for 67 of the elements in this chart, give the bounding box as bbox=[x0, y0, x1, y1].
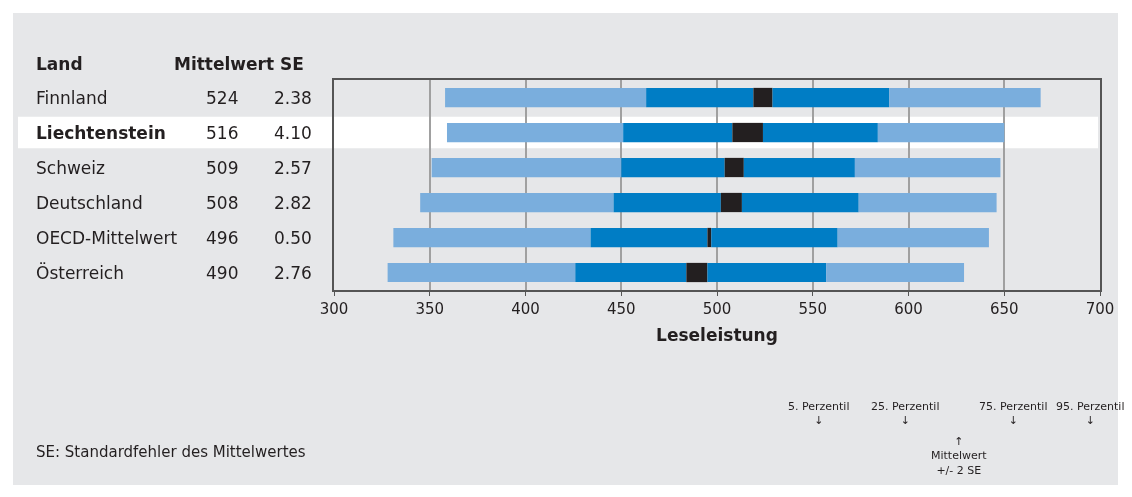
x-tick-label: 300 bbox=[319, 300, 349, 318]
bar bbox=[772, 87, 890, 108]
bar bbox=[732, 122, 763, 143]
bar bbox=[621, 157, 725, 178]
text: ↑ Mittelwert +/- 2 SE bbox=[931, 435, 988, 477]
x-tick-label: 650 bbox=[989, 300, 1019, 318]
bar bbox=[741, 192, 859, 213]
bar bbox=[420, 192, 614, 213]
text: 2.82 bbox=[274, 193, 312, 213]
text: Land bbox=[36, 54, 83, 74]
y-tick-label: OECD-Mittelwert bbox=[36, 228, 178, 248]
bar bbox=[724, 157, 744, 178]
bar bbox=[590, 227, 708, 248]
x-tick-label: 550 bbox=[798, 300, 828, 318]
bar bbox=[446, 122, 624, 143]
bar bbox=[753, 87, 773, 108]
text: 95. Perzentil ↓ bbox=[1056, 400, 1125, 428]
text: 2.76 bbox=[274, 263, 312, 283]
bar bbox=[646, 87, 754, 108]
bar bbox=[686, 262, 708, 283]
text: 5. Perzentil ↓ bbox=[788, 400, 850, 428]
bar bbox=[762, 122, 878, 143]
y-tick-label: Deutschland bbox=[36, 193, 143, 213]
text: 75. Perzentil ↓ bbox=[979, 400, 1048, 428]
bar bbox=[431, 157, 622, 178]
bar bbox=[854, 157, 1001, 178]
bar bbox=[445, 87, 647, 108]
text: SE: Standardfehler des Mittelwertes bbox=[36, 443, 306, 461]
bar bbox=[889, 87, 1041, 108]
y-tick-label: Finnland bbox=[36, 88, 108, 108]
y-tick-label: Liechtenstein bbox=[36, 123, 166, 143]
x-tick-label: 700 bbox=[1085, 300, 1115, 318]
bar bbox=[613, 192, 721, 213]
text: 25. Perzentil ↓ bbox=[871, 400, 940, 428]
text: 2.38 bbox=[274, 88, 312, 108]
bar bbox=[720, 192, 742, 213]
x-tick-label: 450 bbox=[606, 300, 636, 318]
y-tick-label: Schweiz bbox=[36, 158, 105, 178]
bar bbox=[707, 227, 712, 248]
text: 4.10 bbox=[274, 123, 312, 143]
text: Mittelwert bbox=[174, 54, 275, 74]
text: 509 bbox=[206, 158, 239, 178]
bar bbox=[858, 192, 997, 213]
text: SE bbox=[280, 54, 304, 74]
bar bbox=[837, 227, 989, 248]
text: 496 bbox=[206, 228, 239, 248]
bar bbox=[575, 262, 687, 283]
x-tick-label: 350 bbox=[415, 300, 445, 318]
x-tick-label: 600 bbox=[894, 300, 923, 318]
bar bbox=[711, 227, 838, 248]
bar bbox=[393, 227, 591, 248]
text: 524 bbox=[206, 88, 239, 108]
y-tick-label: Österreich bbox=[36, 262, 124, 283]
text: 490 bbox=[206, 263, 239, 283]
bar bbox=[623, 122, 733, 143]
bar bbox=[743, 157, 855, 178]
text: 0.50 bbox=[274, 228, 312, 248]
bar bbox=[877, 122, 1005, 143]
text: 508 bbox=[206, 193, 239, 213]
text: 516 bbox=[206, 123, 239, 143]
x-axis-title: Leseleistung bbox=[656, 324, 778, 345]
bar bbox=[707, 262, 827, 283]
bar bbox=[826, 262, 965, 283]
text: 2.57 bbox=[274, 158, 312, 178]
x-tick-label: 400 bbox=[511, 300, 540, 318]
bar bbox=[387, 262, 576, 283]
x-tick-label: 500 bbox=[702, 300, 732, 318]
